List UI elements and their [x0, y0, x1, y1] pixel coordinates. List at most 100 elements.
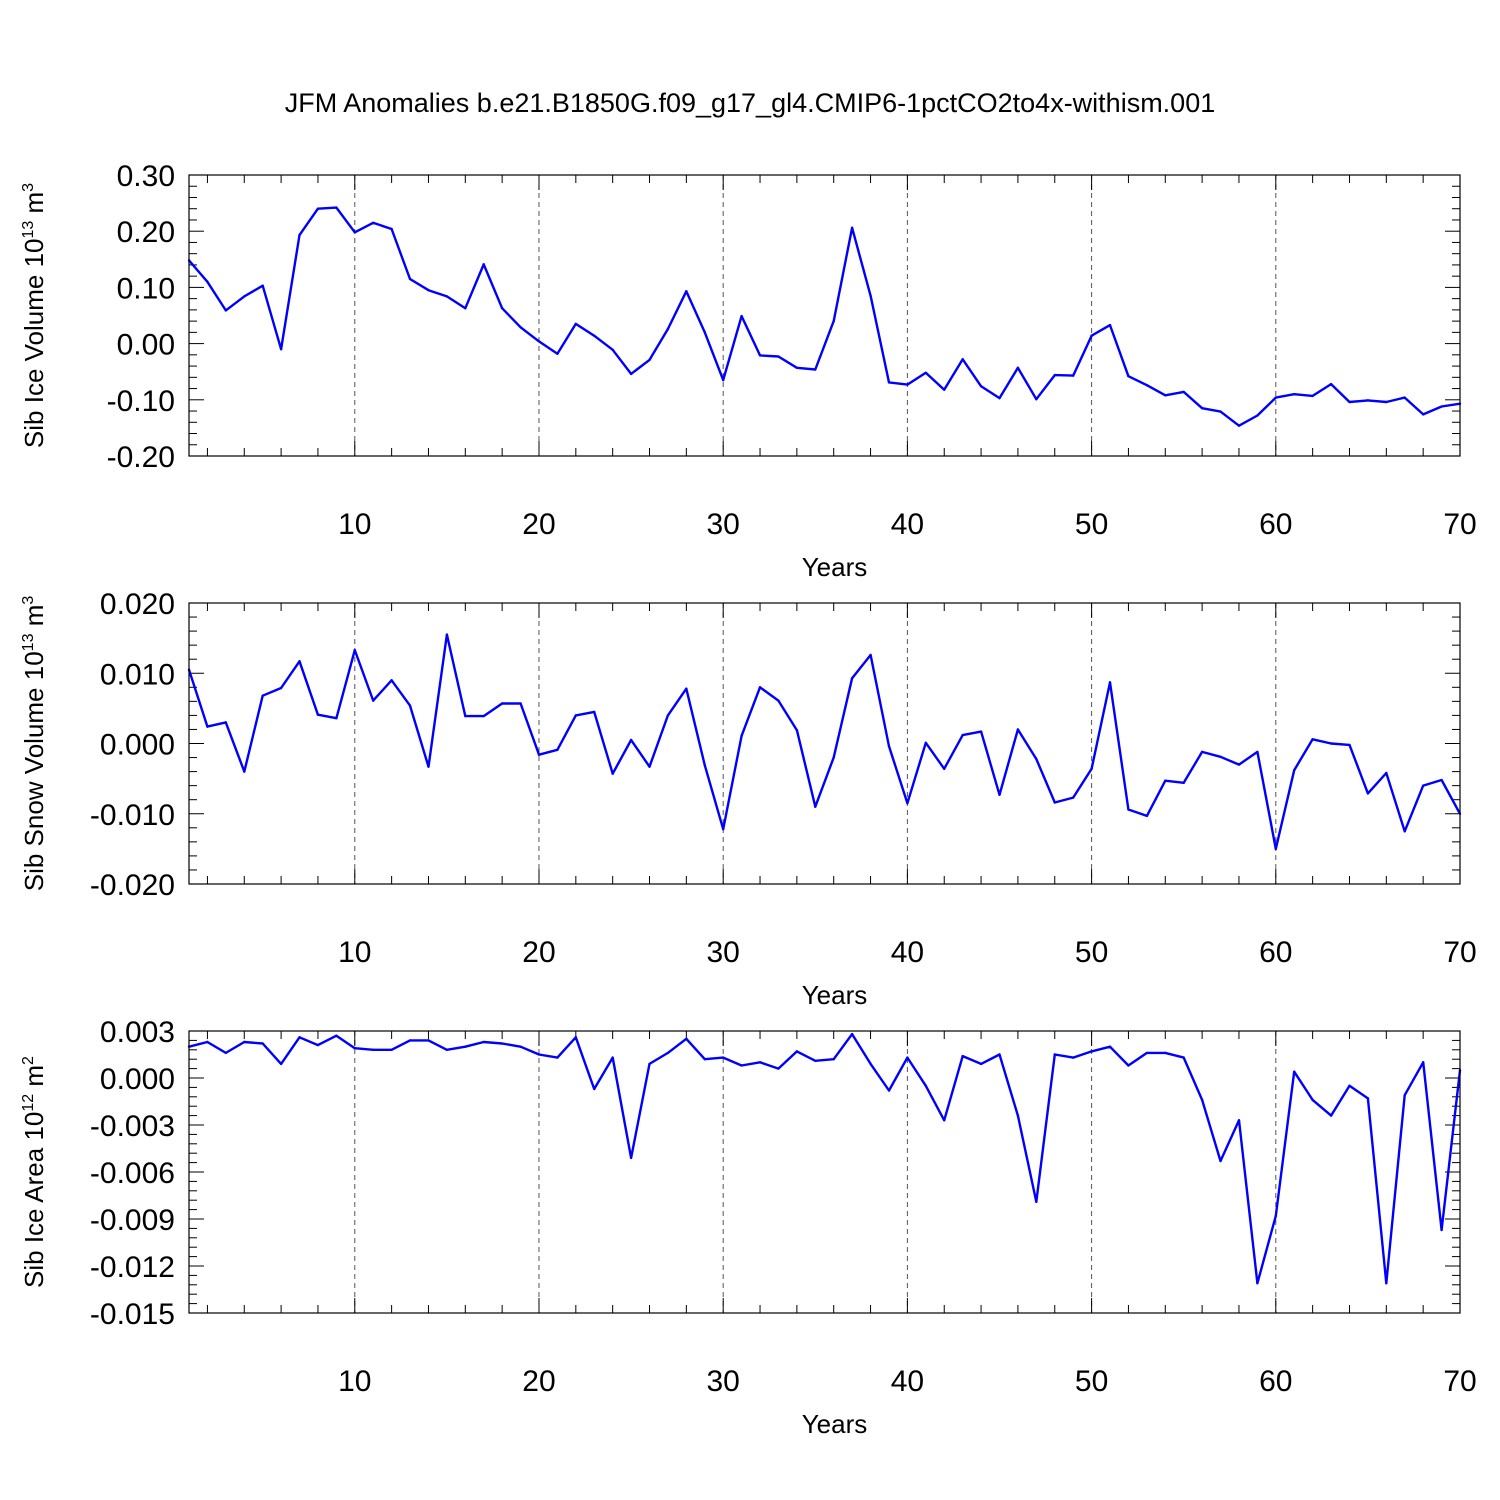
data-point	[721, 828, 725, 831]
data-point	[1403, 830, 1406, 833]
data-point	[1145, 383, 1149, 387]
data-point	[1311, 738, 1314, 741]
data-point	[777, 1067, 780, 1070]
data-point	[611, 772, 614, 775]
y-axis-title: Sib Snow Volume 1013 m3	[19, 596, 49, 892]
data-point	[224, 1051, 228, 1055]
data-point	[574, 322, 578, 326]
data-point	[869, 1062, 872, 1066]
y-tick-label: -0.009	[90, 1204, 175, 1237]
data-point	[1421, 784, 1425, 787]
data-point	[390, 1048, 393, 1052]
data-point	[298, 233, 301, 237]
data-point	[906, 383, 909, 386]
data-point	[740, 734, 743, 737]
data-point	[464, 306, 467, 310]
x-tick-label: 70	[1443, 1365, 1476, 1398]
data-point	[1127, 808, 1130, 811]
y-tick-label: 0.010	[100, 658, 175, 691]
data-point	[1421, 1061, 1425, 1064]
y-tick-label: 0.020	[100, 588, 175, 621]
data-point	[629, 738, 633, 742]
data-point	[1237, 424, 1241, 427]
x-axis-title: Years	[802, 980, 868, 1010]
data-point	[943, 388, 946, 391]
series-line	[187, 633, 1462, 851]
x-tick-label: 50	[1075, 1365, 1108, 1398]
data-point	[924, 1084, 928, 1088]
chart-title: JFM Anomalies b.e21.B1850G.f09_g17_gl4.C…	[285, 88, 1216, 118]
data-point	[279, 686, 283, 690]
y-axis-title-text: Sib Ice Volume 10	[19, 239, 49, 449]
data-point	[887, 381, 891, 384]
data-point	[832, 319, 835, 323]
data-point	[721, 1056, 725, 1059]
data-point	[1108, 323, 1112, 327]
x-tick-label: 20	[522, 1365, 555, 1398]
y-tick-label: 0.30	[117, 160, 175, 193]
x-tick-label: 10	[338, 508, 371, 541]
data-point	[703, 1058, 706, 1061]
x-tick-label: 30	[707, 508, 740, 541]
data-point	[1385, 1282, 1388, 1285]
data-point	[1421, 413, 1425, 416]
data-point	[353, 1047, 356, 1050]
data-point	[1016, 728, 1020, 731]
x-axis-title: Years	[802, 1409, 868, 1439]
data-point	[519, 1045, 522, 1048]
data-point	[335, 1034, 338, 1037]
data-point	[961, 1054, 964, 1058]
data-point	[979, 1062, 983, 1066]
data-point	[648, 358, 651, 362]
data-point	[1200, 407, 1204, 410]
data-point	[427, 289, 430, 292]
data-point	[335, 206, 338, 209]
x-tick-label: 60	[1259, 936, 1292, 969]
data-point	[1348, 743, 1351, 747]
y-axis-title-unit: m	[19, 192, 49, 221]
data-point	[1440, 1228, 1443, 1232]
data-point	[261, 694, 264, 697]
data-point	[1016, 366, 1020, 369]
plot-frame	[188, 174, 1461, 457]
data-point	[887, 1089, 891, 1092]
y-axis-title-unit: m	[19, 1065, 49, 1094]
x-tick-label: 10	[338, 936, 371, 969]
data-point	[316, 1043, 320, 1047]
data-point	[1182, 390, 1185, 394]
data-point	[850, 676, 854, 680]
x-tick-label: 50	[1075, 936, 1108, 969]
data-point	[943, 1119, 946, 1122]
data-point	[611, 1056, 614, 1059]
data-point	[924, 371, 928, 375]
x-tick-label: 60	[1259, 508, 1292, 541]
data-point	[1366, 1097, 1370, 1100]
data-point	[206, 725, 209, 728]
data-point	[372, 1048, 375, 1052]
data-point	[685, 290, 688, 293]
data-point	[500, 702, 504, 705]
data-point	[869, 653, 872, 657]
data-point	[593, 710, 596, 714]
data-point	[777, 699, 780, 702]
data-point	[500, 1042, 504, 1045]
data-point	[758, 1061, 762, 1064]
data-point	[445, 633, 449, 636]
series-line	[188, 1032, 1462, 1285]
data-point	[372, 699, 375, 702]
data-point	[1329, 382, 1333, 386]
data-point	[979, 385, 983, 388]
data-point	[482, 1040, 485, 1044]
x-tick-label: 50	[1075, 508, 1108, 541]
data-point	[795, 728, 799, 732]
data-point	[1403, 396, 1406, 399]
data-point	[482, 714, 485, 718]
data-point	[1293, 392, 1296, 396]
data-point	[1440, 778, 1443, 782]
data-point	[1071, 374, 1075, 377]
data-point	[1127, 1064, 1130, 1067]
data-point	[906, 802, 909, 805]
y-axis-title: Sib Ice Volume 1013 m3	[19, 183, 49, 448]
data-point	[998, 396, 1001, 400]
data-point	[464, 1045, 467, 1048]
